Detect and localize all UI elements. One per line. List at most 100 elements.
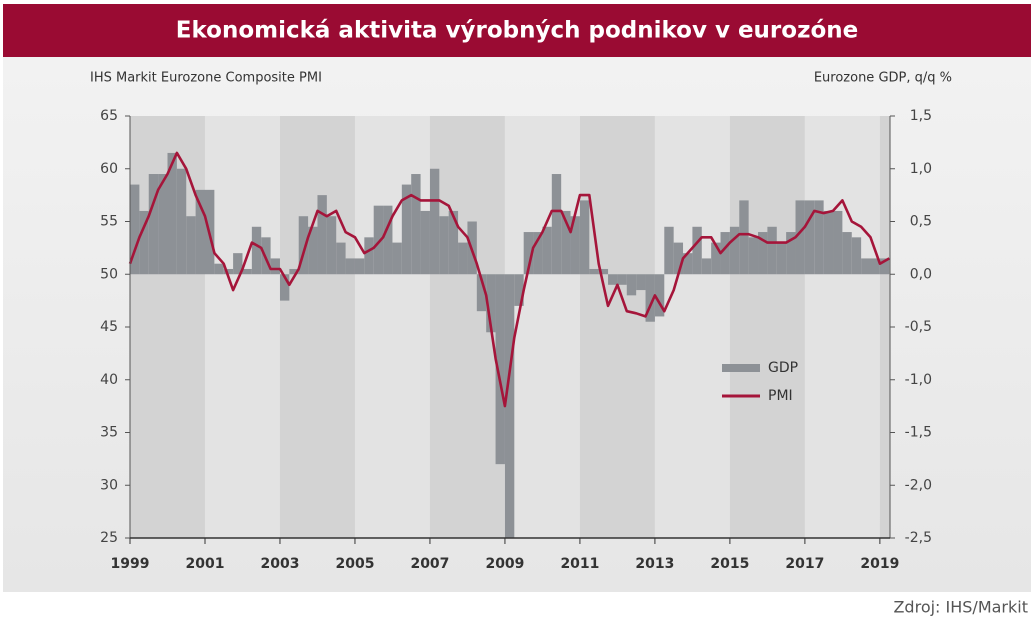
gdp-bar <box>833 210 843 275</box>
gdp-bar <box>786 232 796 275</box>
x-tick-label: 2017 <box>785 556 824 572</box>
gdp-bar <box>279 274 290 301</box>
gdp-bar <box>429 168 440 275</box>
gdp-bar <box>879 258 890 275</box>
y2-tick-label: -2,5 <box>905 530 932 546</box>
x-tick-label: 2007 <box>410 556 449 572</box>
gdp-bar <box>851 237 862 275</box>
gdp-bar <box>533 232 543 275</box>
y-tick-label: 60 <box>100 161 118 177</box>
plot-band <box>204 116 280 538</box>
gdp-bar <box>486 274 496 333</box>
x-tick-label: 2003 <box>260 556 299 572</box>
gdp-bar <box>167 152 177 275</box>
y2-tick-label: 0,0 <box>910 266 932 282</box>
gdp-bar <box>336 242 346 275</box>
gdp-bar <box>861 258 871 275</box>
gdp-bar <box>589 268 599 275</box>
x-tick-label: 2001 <box>186 556 225 572</box>
plot-band <box>579 116 655 538</box>
gdp-bar <box>570 216 580 275</box>
gdp-bar <box>373 205 384 275</box>
x-tick-label: 2019 <box>860 556 899 572</box>
gdp-bar <box>542 226 552 275</box>
gdp-bar <box>176 168 187 275</box>
gdp-bar <box>411 174 421 275</box>
gdp-bar <box>776 242 787 275</box>
title-bar <box>3 4 1031 57</box>
gdp-bar <box>308 226 318 275</box>
gdp-bar <box>448 210 459 275</box>
gdp-bar <box>729 226 740 275</box>
y-tick-label: 65 <box>100 108 118 124</box>
gdp-bar <box>523 232 534 275</box>
gdp-bar <box>158 174 168 275</box>
gdp-bar <box>401 184 412 275</box>
y2-tick-label: -2,0 <box>905 477 932 493</box>
gdp-bar <box>739 200 749 275</box>
gdp-bar <box>439 216 449 275</box>
legend-swatch <box>722 364 760 372</box>
gdp-bar <box>598 268 609 275</box>
gdp-bar <box>551 174 562 275</box>
gdp-bar <box>148 174 159 275</box>
plot-band <box>879 116 890 538</box>
gdp-bar <box>195 189 205 275</box>
gdp-bar <box>186 216 196 275</box>
y2-tick-label: -0,5 <box>905 319 932 335</box>
y-axis-title: IHS Markit Eurozone Composite PMI <box>90 71 322 86</box>
y2-tick-label: 1,5 <box>910 108 932 124</box>
y-tick-label: 50 <box>100 266 118 282</box>
gdp-bar <box>720 232 730 275</box>
gdp-bar <box>823 210 834 275</box>
y-tick-label: 30 <box>100 477 118 493</box>
gdp-bar <box>270 258 280 275</box>
gdp-bar <box>242 268 252 275</box>
plot-band <box>654 116 730 538</box>
gdp-bar <box>289 268 299 275</box>
pmi-line <box>128 151 890 408</box>
gdp-bar <box>626 274 637 296</box>
gdp-bar <box>504 274 515 538</box>
x-tick-label: 2005 <box>335 556 374 572</box>
y2-tick-label: 1,0 <box>910 161 932 177</box>
gdp-bar <box>870 258 880 275</box>
x-tick-label: 2011 <box>560 556 599 572</box>
gdp-bar <box>673 242 684 275</box>
gdp-bar <box>758 232 768 275</box>
x-tick-label: 2009 <box>485 556 524 572</box>
gdp-bar <box>326 216 337 275</box>
gdp-bar <box>476 274 487 312</box>
gdp-bar <box>683 253 693 275</box>
gdp-bar <box>579 200 590 275</box>
y-tick-label: 55 <box>100 214 118 230</box>
y2-tick-label: 0,5 <box>910 214 932 230</box>
gdp-bar <box>514 274 524 306</box>
y-tick-label: 35 <box>100 425 118 441</box>
gdp-bar <box>795 200 805 275</box>
gdp-bar <box>701 258 712 275</box>
y2-tick-label: -1,0 <box>905 372 932 388</box>
x-tick-label: 1999 <box>111 556 150 572</box>
gdp-bar <box>664 226 674 275</box>
gdp-bar <box>748 237 759 275</box>
legend-label: GDP <box>768 360 798 376</box>
gdp-bar <box>298 216 309 275</box>
gdp-bar <box>345 258 355 275</box>
gdp-bar <box>214 263 224 275</box>
plot-band <box>279 116 355 538</box>
gdp-bar <box>139 210 149 275</box>
y2-axis-title: Eurozone GDP, q/q % <box>814 71 952 86</box>
gdp-bar <box>364 237 374 275</box>
gdp-bar <box>458 242 468 275</box>
gdp-bar <box>392 242 402 275</box>
gdp-bar <box>654 274 665 317</box>
gdp-bar <box>617 274 627 285</box>
y2-tick-label: -1,5 <box>905 425 932 441</box>
gdp-bar <box>692 226 702 275</box>
gdp-bar <box>223 268 234 275</box>
gdp-bar <box>317 195 327 275</box>
y-tick-label: 25 <box>100 530 118 546</box>
gdp-bar <box>645 274 655 322</box>
